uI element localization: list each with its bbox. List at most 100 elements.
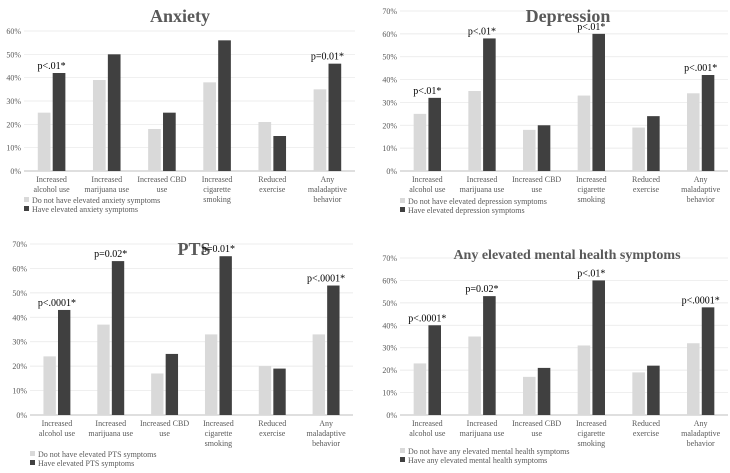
bar-elevated-2	[483, 38, 496, 171]
y-tick-label: 10%	[12, 387, 27, 396]
legend-swatch-elevated	[400, 457, 405, 462]
x-tick-label: Increased CBD use	[137, 175, 186, 194]
x-tick-label-line: Any	[694, 175, 708, 184]
x-tick-label-line: use	[531, 429, 542, 438]
significance-label: p<.0001*	[307, 274, 345, 285]
chart-title: Anxiety	[150, 6, 210, 26]
x-tick-label-line: use	[531, 185, 542, 194]
bar-no-symptoms-3	[151, 373, 164, 415]
x-tick-label-line: cigarette	[578, 185, 606, 194]
significance-label: p=0.01*	[311, 52, 344, 63]
x-tick-label: Any maladaptive behavior	[681, 175, 721, 204]
legend-swatch-no-symptoms	[400, 198, 405, 203]
y-tick-label: 30%	[6, 97, 21, 106]
significance-label: p=0.02*	[465, 284, 498, 295]
bar-elevated-2	[483, 296, 496, 415]
x-tick-label-line: Increased	[412, 419, 443, 428]
x-tick-label-line: behavior	[313, 195, 341, 204]
bar-no-symptoms-3	[523, 129, 536, 171]
x-tick-label-line: smoking	[205, 439, 233, 448]
x-tick-label-line: alcohol use	[409, 185, 446, 194]
legend-label-elevated: Have elevated anxiety symptoms	[32, 205, 138, 214]
legend-swatch-elevated	[30, 460, 35, 465]
y-tick-label: 60%	[382, 276, 397, 285]
chart-title: Any elevated mental health symptoms	[453, 248, 681, 263]
x-tick-label: Increased CBD use	[140, 419, 189, 438]
x-tick-label: Increased cigarette smoking	[203, 419, 234, 448]
x-tick-label: Increased alcohol use	[409, 419, 446, 438]
legend-label-elevated: Have elevated depression symptoms	[408, 206, 525, 215]
significance-label: p<.0001*	[682, 295, 720, 306]
bar-no-symptoms-6	[313, 89, 327, 171]
bar-no-symptoms-1	[413, 113, 427, 171]
y-tick-label: 20%	[382, 366, 397, 375]
x-tick-label: Increased cigarette smoking	[576, 175, 607, 204]
x-tick-label-line: Increased	[91, 175, 122, 184]
x-tick-label-line: exercise	[633, 429, 660, 438]
x-tick-label-line: marijuana use	[460, 429, 505, 438]
x-tick-label-line: Increased	[412, 175, 443, 184]
y-tick-label: 40%	[12, 313, 27, 322]
legend-label-no-symptoms: Do not have elevated PTS symptoms	[38, 450, 156, 459]
x-tick-label-line: behavior	[312, 439, 340, 448]
x-tick-label-line: smoking	[203, 195, 231, 204]
x-tick-label: Increased cigarette smoking	[202, 175, 233, 204]
bar-no-symptoms-4	[577, 345, 591, 415]
bar-no-symptoms-2	[468, 336, 481, 415]
x-tick-label-line: Increased CBD	[140, 419, 189, 428]
x-tick-label-line: Increased	[467, 419, 498, 428]
y-tick-label: 30%	[382, 98, 397, 107]
x-tick-label: Reduced exercise	[258, 419, 286, 438]
bar-elevated-1	[428, 325, 441, 415]
x-tick-label-line: alcohol use	[33, 185, 70, 194]
legend-swatch-elevated	[400, 207, 405, 212]
x-tick-label: Any maladaptive behavior	[308, 175, 348, 204]
x-tick-label-line: maladaptive	[308, 185, 348, 194]
x-tick-label-line: cigarette	[578, 429, 606, 438]
legend-swatch-elevated	[24, 206, 29, 211]
x-tick-label: Reduced exercise	[258, 175, 286, 194]
bar-no-symptoms-2	[97, 324, 110, 415]
x-tick-label: Increased alcohol use	[33, 175, 70, 194]
bar-no-symptoms-5	[632, 372, 645, 415]
y-tick-label: 0%	[386, 411, 397, 420]
y-tick-label: 50%	[12, 289, 27, 298]
y-tick-label: 70%	[382, 254, 397, 263]
x-tick-label-line: Any	[319, 419, 333, 428]
x-tick-label-line: marijuana use	[84, 185, 129, 194]
x-tick-label-line: alcohol use	[39, 429, 76, 438]
legend-label-no-symptoms: Do not have any elevated mental health s…	[408, 447, 570, 456]
significance-label: p<.01*	[577, 268, 605, 279]
bar-elevated-1	[57, 309, 71, 415]
x-tick-label-line: maladaptive	[681, 185, 721, 194]
y-tick-label: 20%	[382, 121, 397, 130]
chart-panel-4: 0% 10% 20% 30% 40% 50% 60% 70% Any elevated ment…	[382, 248, 728, 465]
y-tick-label: 40%	[382, 76, 397, 85]
significance-label: p<.01*	[38, 61, 66, 72]
y-tick-label: 50%	[6, 50, 21, 59]
bar-elevated-2	[111, 261, 125, 415]
bar-elevated-6	[701, 75, 715, 171]
x-tick-label-line: Any	[694, 419, 708, 428]
bar-no-symptoms-4	[577, 95, 591, 171]
x-tick-label-line: marijuana use	[460, 185, 505, 194]
chart-panel-3: 0% 10% 20% 30% 40% 50% 60% 70% PTS p<.0001* Increa…	[12, 239, 353, 468]
x-tick-label: Increased marijuana use	[460, 175, 505, 194]
bar-no-symptoms-2	[92, 80, 106, 171]
y-tick-label: 40%	[382, 321, 397, 330]
bar-elevated-6	[701, 307, 715, 415]
bar-no-symptoms-1	[37, 112, 51, 171]
x-tick-label-line: use	[157, 185, 168, 194]
bar-no-symptoms-6	[312, 334, 326, 415]
x-tick-label-line: Reduced	[258, 175, 286, 184]
significance-label: p<.0001*	[408, 313, 446, 324]
y-tick-label: 0%	[386, 167, 397, 176]
x-tick-label-line: maladaptive	[307, 429, 347, 438]
bar-no-symptoms-5	[258, 122, 272, 171]
x-tick-label: Increased alcohol use	[409, 175, 446, 194]
legend-label-elevated: Have any elevated mental health symptoms	[408, 456, 547, 465]
x-tick-label-line: use	[159, 429, 170, 438]
bar-no-symptoms-4	[204, 334, 218, 415]
x-tick-label: Increased marijuana use	[88, 419, 133, 438]
